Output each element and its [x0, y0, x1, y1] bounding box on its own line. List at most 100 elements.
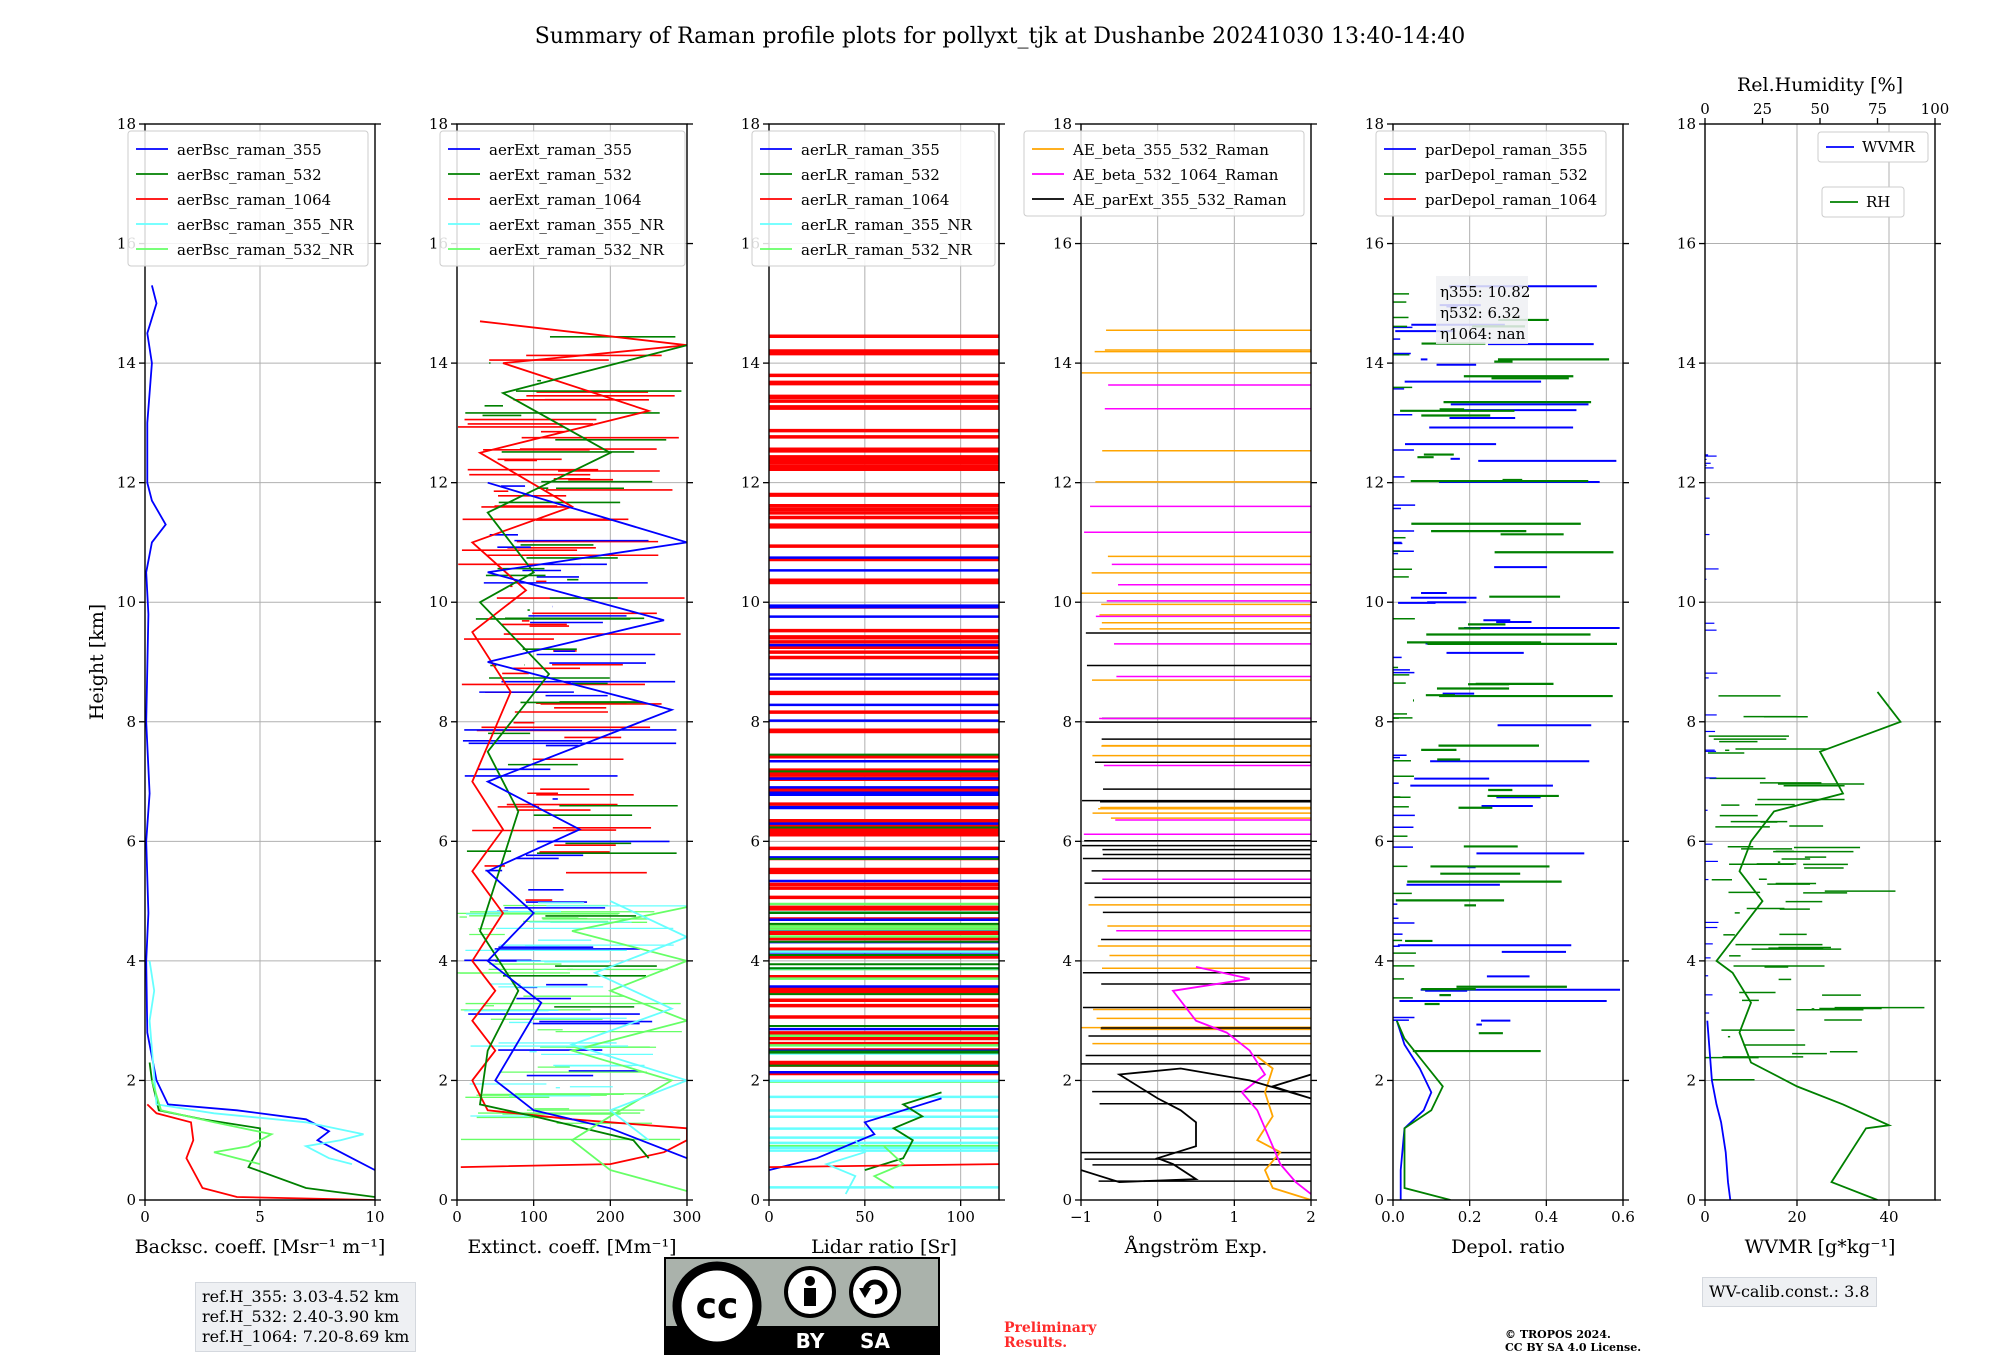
- legend-label: aerLR_raman_532: [801, 166, 940, 184]
- top-x-tick-label: 75: [1868, 100, 1887, 118]
- legend-label: aerExt_raman_532_NR: [489, 241, 665, 259]
- y-axis-label: Height [km]: [86, 604, 108, 720]
- x-tick-label: −1: [1070, 1208, 1092, 1226]
- y-tick-label: 10: [741, 593, 760, 611]
- y-tick-label: 18: [117, 115, 136, 133]
- top-x-tick-label: 25: [1753, 100, 1772, 118]
- y-tick-label: 0: [1686, 1191, 1696, 1209]
- legend-label: RH: [1866, 193, 1890, 211]
- y-tick-label: 12: [1365, 474, 1384, 492]
- series-line-aerExt_raman_532_NR: [568, 906, 687, 1192]
- series-line-aerLR_raman_532: [864, 1091, 942, 1171]
- share-alike-icon: [849, 1266, 901, 1318]
- y-tick-label: 10: [1053, 593, 1072, 611]
- x-tick-label: 100: [519, 1208, 548, 1226]
- x-axis-label: Ångström Exp.: [1124, 1236, 1268, 1258]
- axes-frame: [1704, 123, 1936, 1201]
- series-line-aerExt_raman_355_NR: [569, 900, 687, 1141]
- axes-frame: [1392, 123, 1624, 1201]
- series-line-aerExt_raman_1064: [460, 320, 687, 1168]
- x-axis-label: Depol. ratio: [1451, 1236, 1565, 1258]
- y-tick-label: 14: [429, 354, 448, 372]
- y-tick-label: 0: [1062, 1191, 1072, 1209]
- x-tick-label: 0.6: [1611, 1208, 1635, 1226]
- series-line-aerLR_raman_355: [769, 1097, 942, 1171]
- y-tick-label: 6: [126, 832, 136, 850]
- y-tick-label: 0: [750, 1191, 760, 1209]
- series-line-AE_parExt_355_532_Raman: [1081, 1067, 1311, 1184]
- annotation-box: [1436, 276, 1528, 344]
- cc-text: cc: [696, 1286, 739, 1327]
- x-tick-label: 0: [764, 1208, 774, 1226]
- x-axis-label: Extinct. coeff. [Mm⁻¹]: [467, 1236, 676, 1258]
- plot-area: [1081, 329, 1311, 1200]
- sa-text: SA: [860, 1329, 890, 1353]
- y-tick-label: 6: [1686, 832, 1696, 850]
- copyright-line-2: CC BY SA 4.0 License.: [1505, 1341, 1642, 1354]
- legend-box: [1023, 130, 1305, 217]
- legend-label: aerLR_raman_1064: [801, 191, 949, 209]
- eta-annotation: η532: 6.32: [1440, 304, 1521, 322]
- legend-label: aerBsc_raman_355_NR: [177, 216, 354, 234]
- y-tick-label: 4: [126, 952, 136, 970]
- copyright-note: © TROPOS 2024. CC BY SA 4.0 License.: [1505, 1328, 1641, 1354]
- y-tick-label: 2: [750, 1071, 760, 1089]
- x-tick-label: 0.2: [1458, 1208, 1482, 1226]
- legend-box: [1375, 130, 1607, 217]
- x-tick-label: 1: [1230, 1208, 1240, 1226]
- y-tick-label: 10: [117, 593, 136, 611]
- x-tick-label: 200: [596, 1208, 625, 1226]
- top-x-axis-label: Rel.Humidity [%]: [1737, 74, 1903, 96]
- panel-5: 0 2 4 6 8 10 12 14 16 18 0.0 0.2 0.4 0.6 Depol. ratio p…: [1365, 115, 1635, 1258]
- legend-label: aerBsc_raman_355: [177, 141, 322, 159]
- legend-label: parDepol_raman_532: [1425, 166, 1588, 184]
- y-tick-label: 14: [1053, 354, 1072, 372]
- plot-area: [457, 320, 687, 1192]
- series-line-RH: [1715, 691, 1902, 1200]
- y-tick-label: 18: [1053, 115, 1072, 133]
- top-x-tick-label: 0: [1700, 100, 1710, 118]
- axes-frame: [768, 123, 1000, 1201]
- y-tick-label: 16: [1053, 235, 1072, 253]
- top-x-tick-label: 100: [1921, 100, 1950, 118]
- series-line-aerExt_raman_532: [478, 344, 687, 1159]
- y-tick-label: 4: [1686, 952, 1696, 970]
- series-line-aerBsc_raman_1064: [146, 1103, 375, 1200]
- y-tick-label: 0: [438, 1191, 448, 1209]
- x-tick-label: 0.4: [1534, 1208, 1558, 1226]
- y-tick-label: 0: [126, 1191, 136, 1209]
- series-line-aerLR_raman_532_NR: [872, 1145, 905, 1189]
- y-tick-label: 6: [750, 832, 760, 850]
- x-tick-label: 0: [1153, 1208, 1163, 1226]
- x-tick-label: 5: [255, 1208, 265, 1226]
- x-tick-label: 100: [946, 1208, 975, 1226]
- y-tick-label: 16: [1365, 235, 1384, 253]
- y-tick-label: 12: [429, 474, 448, 492]
- legend-box: [1817, 131, 1929, 163]
- y-tick-label: 4: [1374, 952, 1384, 970]
- y-tick-label: 4: [438, 952, 448, 970]
- series-line-aerBsc_raman_532_NR: [151, 1080, 275, 1165]
- wv-calibration-text: WV-calib.const.: 3.8: [1709, 1282, 1870, 1301]
- x-tick-label: 0.0: [1381, 1208, 1405, 1226]
- y-tick-label: 2: [126, 1071, 136, 1089]
- y-tick-label: 14: [117, 354, 136, 372]
- y-tick-label: 14: [1365, 354, 1384, 372]
- y-tick-label: 4: [1062, 952, 1072, 970]
- plot-area: [1393, 285, 1621, 1200]
- series-line-parDepol_raman_532: [1395, 1020, 1451, 1200]
- x-tick-label: 40: [1879, 1208, 1898, 1226]
- legend-label: parDepol_raman_1064: [1425, 191, 1597, 209]
- legend-label: aerBsc_raman_532_NR: [177, 241, 354, 259]
- series-line-aerLR_raman_1064: [769, 1163, 999, 1168]
- by-text: BY: [796, 1329, 825, 1353]
- legend-box: [1821, 186, 1905, 218]
- y-tick-label: 2: [438, 1071, 448, 1089]
- y-tick-label: 10: [429, 593, 448, 611]
- x-axis-label: Lidar ratio [Sr]: [811, 1236, 957, 1258]
- legend-label: aerBsc_raman_532: [177, 166, 322, 184]
- reference-height-box: ref.H_355: 3.03-4.52 km ref.H_532: 2.40-…: [195, 1282, 417, 1352]
- legend-label: aerLR_raman_532_NR: [801, 241, 972, 259]
- x-tick-label: 0: [1700, 1208, 1710, 1226]
